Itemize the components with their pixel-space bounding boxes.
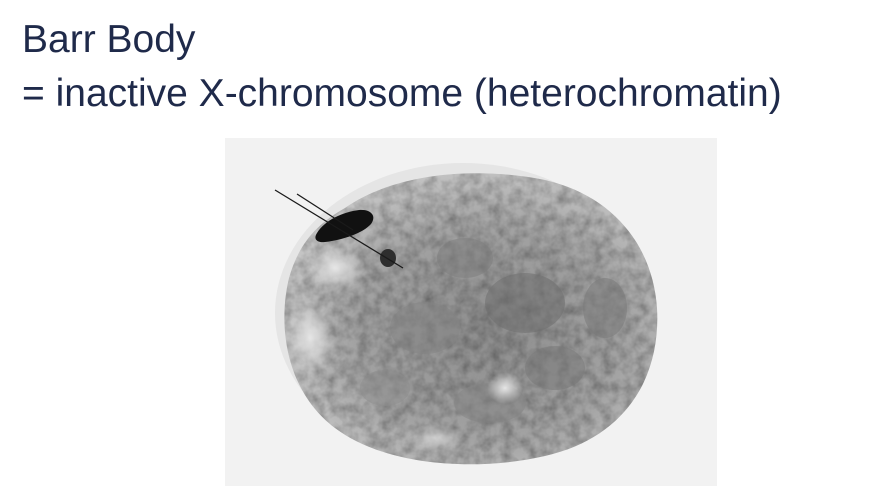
slide-title: Barr Body — [22, 18, 196, 61]
secondary-dark-spot — [380, 249, 396, 267]
pale-regions — [284, 244, 523, 452]
nucleus-micrograph — [225, 138, 717, 486]
barr-body — [315, 209, 374, 243]
pointer-arrow — [274, 189, 404, 269]
micrograph-svg — [274, 163, 658, 465]
slide-subtitle: = inactive X-chromosome (heterochromatin… — [22, 72, 782, 115]
